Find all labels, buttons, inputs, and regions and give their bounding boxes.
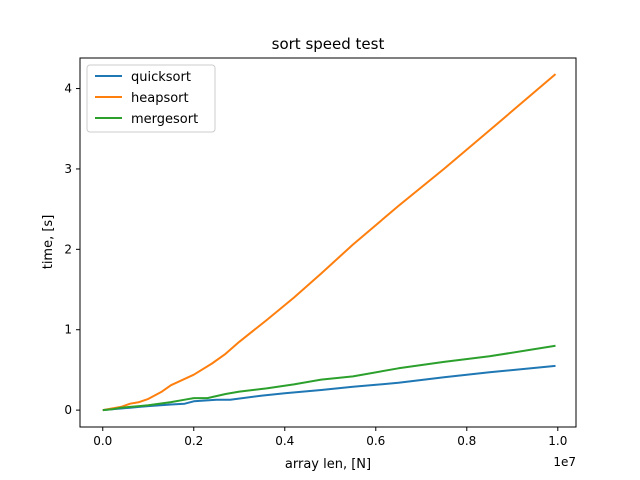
x-tick-label: 0.6 (366, 434, 385, 448)
plot-area-frame (79, 57, 577, 428)
legend-label-mergesort: mergesort (131, 112, 198, 127)
plot-lines (102, 73, 557, 412)
x-tick-label: 1.0 (548, 434, 567, 448)
legend: quicksort heapsort mergesort (86, 64, 216, 133)
x-tick-label: 0.4 (275, 434, 294, 448)
legend-box (86, 64, 216, 133)
x-tick-label: 0.2 (184, 434, 203, 448)
chart-title: sort speed test (272, 35, 385, 53)
y-tick-label: 1 (64, 323, 72, 337)
series-line-heapsort (102, 73, 557, 412)
y-tick-label: 0 (64, 403, 72, 417)
x-axis-ticks: 0.0 0.2 0.4 0.6 0.8 1.0 (93, 427, 567, 448)
series-line-mergesort (102, 344, 556, 412)
y-axis-label: time, [s] (41, 215, 56, 270)
x-axis-label: array len, [N] (285, 457, 371, 472)
y-tick-label: 4 (64, 82, 72, 96)
x-axis-offset-text: 1e7 (553, 455, 576, 469)
y-tick-label: 2 (64, 242, 72, 256)
legend-label-quicksort: quicksort (131, 70, 191, 85)
y-axis-ticks: 0 1 2 3 4 (64, 82, 80, 417)
x-tick-label: 0.0 (93, 434, 112, 448)
legend-label-heapsort: heapsort (131, 91, 189, 106)
y-tick-label: 3 (64, 162, 72, 176)
x-tick-label: 0.8 (457, 434, 476, 448)
